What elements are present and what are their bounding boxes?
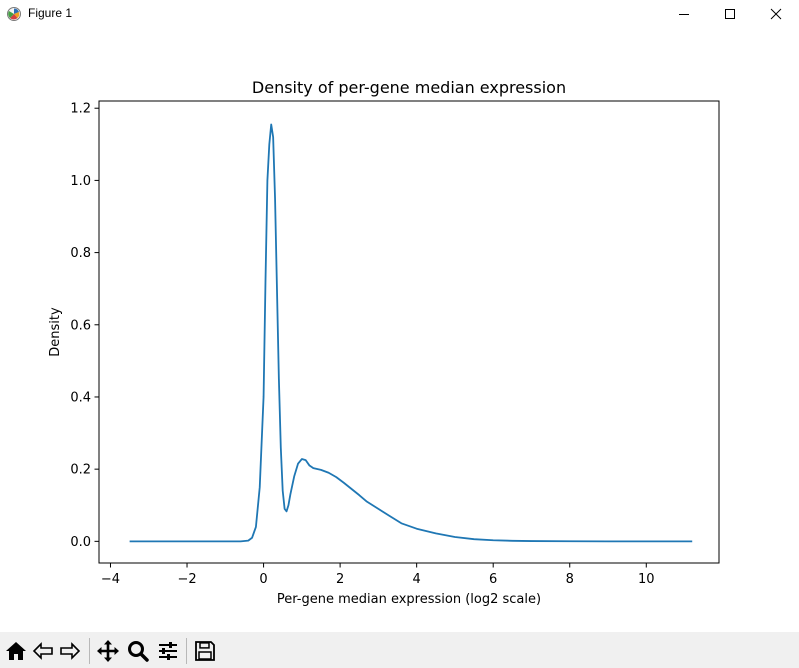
matplotlib-app-icon	[6, 6, 22, 22]
x-axis-label: Per-gene median expression (log2 scale)	[277, 592, 541, 607]
window-title: Figure 1	[28, 6, 73, 20]
navigation-toolbar	[0, 632, 799, 668]
x-tick-label: 10	[638, 572, 655, 587]
back-button[interactable]	[30, 638, 56, 664]
y-tick-label: 0.6	[70, 318, 91, 333]
zoom-button[interactable]	[125, 638, 151, 664]
y-tick-label: 0.2	[70, 463, 91, 478]
x-axis-ticks: −4 −2 0 2 4 6 8 10	[101, 563, 655, 587]
density-curve	[129, 123, 693, 543]
y-tick-label: 0.8	[70, 246, 91, 261]
pan-button[interactable]	[95, 638, 121, 664]
y-tick-label: 1.2	[70, 102, 91, 117]
x-tick-label: 2	[336, 572, 344, 587]
plot-frame	[98, 100, 720, 564]
close-icon	[770, 8, 782, 20]
x-tick-label: 4	[413, 572, 421, 587]
y-axis-label: Density	[48, 307, 63, 357]
toolbar-separator	[89, 638, 90, 664]
save-icon	[195, 641, 215, 661]
toolbar-separator	[186, 638, 187, 664]
y-tick-label: 0.0	[70, 535, 91, 550]
minimize-icon	[679, 14, 689, 15]
pan-icon	[97, 640, 119, 662]
window-titlebar: Figure 1	[0, 0, 799, 28]
home-button[interactable]	[3, 638, 29, 664]
chart-title: Density of per-gene median expression	[252, 78, 566, 97]
x-tick-label: 6	[489, 572, 497, 587]
maximize-button[interactable]	[707, 0, 753, 28]
y-axis-ticks: 0.0 0.2 0.4 0.6 0.8 1.0 1.2	[70, 102, 99, 550]
minimize-button[interactable]	[661, 0, 707, 28]
y-tick-label: 1.0	[70, 174, 91, 189]
x-tick-label: −4	[101, 572, 120, 587]
back-icon	[32, 642, 53, 660]
x-tick-label: 8	[566, 572, 574, 587]
save-button[interactable]	[192, 638, 218, 664]
zoom-icon	[128, 641, 149, 662]
configure-subplots-icon	[159, 642, 177, 660]
figure-canvas[interactable]: Density of per-gene median expression −4…	[0, 28, 799, 630]
x-tick-label: 0	[259, 572, 267, 587]
x-tick-label: −2	[177, 572, 196, 587]
forward-button[interactable]	[57, 638, 83, 664]
y-tick-label: 0.4	[70, 390, 91, 405]
home-icon	[6, 642, 26, 660]
close-button[interactable]	[753, 0, 799, 28]
density-chart: Density of per-gene median expression −4…	[48, 78, 720, 607]
configure-subplots-button[interactable]	[155, 638, 181, 664]
maximize-icon	[725, 9, 735, 19]
forward-icon	[60, 642, 81, 660]
